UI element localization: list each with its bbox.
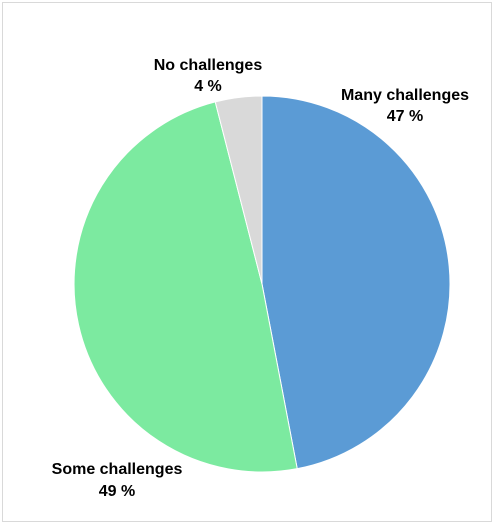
pie-slice-some-challenges [73,101,298,473]
label-many-challenges-name: Many challenges [341,87,469,104]
label-no-challenges-value: 4 % [194,78,222,95]
label-many-challenges-value: 47 % [387,108,423,125]
pie-slices [73,95,451,473]
label-no-challenges: No challenges 4 % [154,57,263,95]
label-no-challenges-name: No challenges [154,57,263,74]
label-many-challenges: Many challenges 47 % [341,87,469,125]
pie-slice-many-challenges [261,95,451,470]
label-some-challenges-value: 49 % [99,483,135,500]
label-some-challenges: Some challenges 49 % [52,461,183,500]
label-some-challenges-name: Some challenges [52,461,183,478]
pie-slice-no-challenges [214,95,263,285]
